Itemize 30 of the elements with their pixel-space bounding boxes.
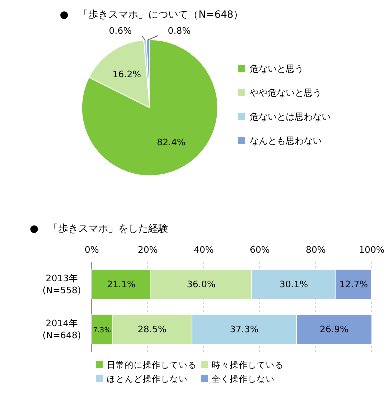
legend-label: やや危ないと思う [250, 88, 322, 99]
legend-label: なんとも思わない [250, 136, 322, 147]
x-tick-label: 0% [84, 246, 100, 256]
y-tick-label: 2014年 (N=648) [42, 318, 82, 342]
data-label: 30.1% [280, 280, 309, 290]
x-tick-label: 20% [138, 246, 158, 256]
x-tick-label: 40% [194, 246, 214, 256]
legend-label: 危ないと思う [250, 64, 304, 75]
data-label: 26.9% [320, 326, 350, 336]
data-label: 21.1% [107, 280, 136, 290]
data-label: 36.0% [187, 280, 216, 290]
data-label: 0.6% [109, 27, 132, 37]
data-label: 12.7% [340, 280, 369, 290]
data-label: 0.8% [168, 27, 192, 37]
data-label: 16.2% [112, 70, 142, 80]
x-tick-label: 80% [306, 246, 326, 256]
x-tick-label: 100% [359, 246, 386, 256]
x-tick-label: 60% [250, 246, 270, 256]
data-label: 37.3% [230, 326, 260, 336]
legend-label: 全く操作しない [212, 374, 275, 385]
data-label: 28.5% [138, 326, 168, 336]
legend-label: ほとんど操作しない [107, 374, 188, 385]
chart-title: ● 「歩きスマホ」をした経験 [30, 223, 169, 235]
data-label: 82.4% [157, 138, 186, 149]
legend-label: 日常的に操作している [107, 360, 197, 371]
pie-slice [82, 40, 218, 176]
chart-title: ● 「歩きスマホ」について（N=648） [60, 9, 244, 21]
legend-label: 時々操作している [212, 360, 284, 371]
y-tick-label: 2013年 (N=558) [42, 274, 82, 296]
legend-label: 危ないとは思わない [250, 112, 331, 123]
